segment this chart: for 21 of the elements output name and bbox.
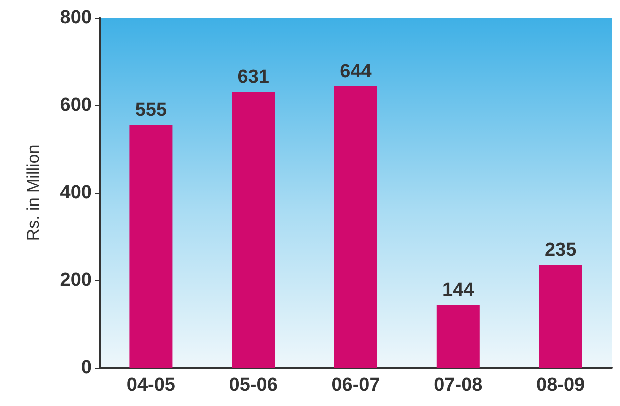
x-tick-label: 07-08 <box>434 375 483 396</box>
bar <box>232 92 276 368</box>
data-label: 235 <box>544 240 578 262</box>
bar <box>436 305 480 368</box>
y-tick-label: 600 <box>60 95 92 116</box>
y-axis-title: Rs. in Million <box>24 144 43 242</box>
bar <box>539 265 582 368</box>
y-tick-label: 0 <box>81 358 92 378</box>
y-tick-label: 400 <box>60 182 92 204</box>
data-label: 631 <box>238 66 270 88</box>
bar <box>130 125 173 368</box>
y-tick-label: 200 <box>60 270 92 291</box>
x-tick-label: 05-06 <box>229 375 278 396</box>
data-label: 144 <box>442 280 475 301</box>
data-label: 555 <box>135 100 168 122</box>
y-tick-label: 800 <box>60 8 92 28</box>
x-tick-label: 04-05 <box>126 375 176 396</box>
x-tick-label: 08-09 <box>536 375 586 396</box>
data-label: 644 <box>340 61 372 82</box>
x-tick-label: 06-07 <box>332 375 380 396</box>
bar <box>334 86 378 368</box>
